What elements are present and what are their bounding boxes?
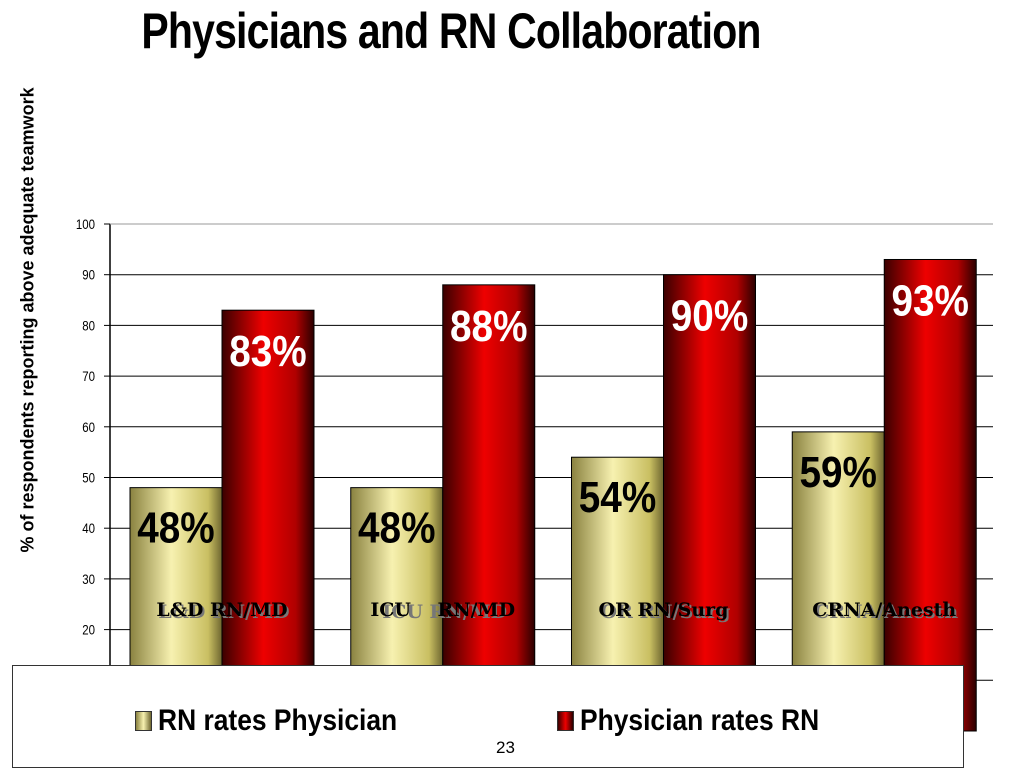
y-tick-label: 80	[82, 317, 95, 333]
data-label-physician-rates-rn: 90%	[671, 290, 748, 340]
legend-label: RN rates Physician	[158, 704, 398, 737]
data-label-rn-rates-physician: 48%	[137, 502, 214, 552]
y-tick-label: 50	[82, 469, 95, 485]
y-tick-label: 60	[82, 419, 95, 435]
category-label: ICU RN/MD	[370, 599, 515, 621]
data-label-physician-rates-rn: 83%	[229, 326, 306, 376]
category-label-shadow: L&D RN/MD	[158, 601, 289, 623]
data-label-rn-rates-physician: 54%	[579, 472, 656, 522]
y-tick-label: 30	[82, 571, 95, 587]
data-label-rn-rates-physician: 48%	[358, 502, 435, 552]
bar-physician-rates-rn	[442, 284, 536, 732]
chart-legend: RN rates Physician Physician rates RN	[12, 665, 964, 768]
category-label-shadow: CRNA/Anesth	[814, 601, 958, 623]
y-tick-label: 20	[82, 621, 95, 637]
y-tick-label: 70	[82, 368, 95, 384]
legend-swatch-yellow	[135, 711, 152, 731]
legend-item-rn-rates-physician: RN rates Physician	[135, 704, 430, 738]
category-label: OR RN/Surg	[599, 599, 729, 621]
page-number: 23	[496, 738, 515, 757]
bar-physician-rates-rn	[883, 258, 977, 732]
legend-item-physician-rates-rn: Physician rates RN	[557, 704, 852, 738]
bar-physician-rates-rn	[221, 309, 315, 732]
y-tick-label: 100	[76, 216, 95, 232]
category-label: CRNA/Anesth	[812, 599, 956, 621]
chart-title: Physicians and RN Collaboration	[141, 3, 761, 59]
category-label-shadow: OR RN/Surg	[601, 601, 731, 623]
y-tick-label: 40	[82, 520, 95, 536]
legend-swatch-red	[557, 711, 574, 731]
category-label-shadow: ICU RN/MD	[382, 601, 507, 623]
data-label-rn-rates-physician: 59%	[800, 447, 877, 497]
data-label-physician-rates-rn: 93%	[892, 275, 969, 325]
legend-label: Physician rates RN	[580, 704, 820, 737]
data-label-physician-rates-rn: 88%	[450, 300, 527, 350]
category-label: L&D RN/MD	[156, 599, 287, 621]
y-tick-label: 90	[82, 267, 95, 283]
bar-physician-rates-rn	[663, 274, 756, 732]
